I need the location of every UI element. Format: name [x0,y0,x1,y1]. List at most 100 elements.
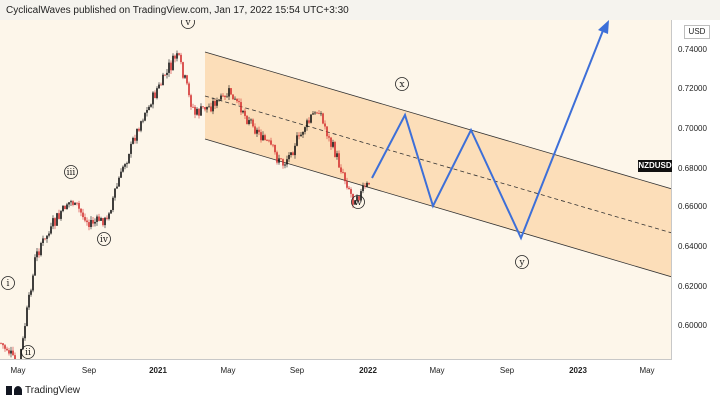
candles [0,50,370,359]
candle-body [126,163,128,165]
candle-body [176,53,178,59]
candle-body [210,106,212,112]
candle-body [54,218,56,226]
channel-fill [205,52,671,277]
symbol-price-label: NZDUSD [638,160,672,172]
wave-label-y: y [515,255,529,269]
wave-label-v: v [181,20,195,29]
price-tick: 0.70000 [678,124,707,133]
candle-body [76,202,78,204]
candle-body [78,203,80,209]
candle-body [364,185,366,187]
candle-body [152,92,154,105]
candle-body [180,54,182,63]
chart-area[interactable]: i ii iii iv v w [0,20,672,360]
price-chart[interactable]: i ii iii iv v w [0,20,672,360]
channel-upper-line [204,51,671,190]
candle-body [346,181,348,188]
candle-body [288,154,290,160]
candle-body [118,177,120,187]
candle-body [142,120,144,122]
candle-body [304,127,306,132]
currency-badge[interactable]: USD [684,25,710,39]
candle-body [74,202,76,205]
candle-body [360,191,362,201]
svg-text:iii: iii [67,168,76,178]
time-tick: Sep [499,366,515,375]
brand[interactable]: TradingView [6,385,80,396]
candle-body [132,137,134,144]
candle-body [64,205,66,210]
candle-body [46,235,48,239]
candle-body [98,216,100,221]
candle-body [320,113,322,115]
candle-body [266,140,268,141]
price-tick: 0.72000 [678,84,707,93]
candle-body [222,95,224,97]
price-tick: 0.66000 [678,202,707,211]
candle-body [112,197,114,211]
candle-body [224,96,226,98]
price-axis[interactable] [672,20,720,360]
publish-info: CyclicalWaves published on TradingView.c… [6,5,349,16]
candle-body [330,137,332,147]
candle-body [236,98,238,102]
tradingview-logo-icon [6,386,22,395]
candle-body [218,99,220,101]
candle-body [186,75,188,84]
candle-body [190,95,192,107]
svg-text:i: i [7,279,10,289]
wave-label-w: w [351,195,365,209]
candle-body [6,348,8,351]
candle-body [354,200,356,205]
candle-body [258,129,260,133]
candle-body [96,216,98,222]
candle-body [128,153,130,164]
candle-body [108,213,110,219]
candle-body [290,152,292,155]
candle-body [338,153,340,168]
candle-body [260,132,262,141]
candle-body [228,88,230,97]
candle-body [368,182,370,185]
wave-label-iii: iii [64,165,78,179]
candle-body [134,137,136,141]
candle-body [200,106,202,116]
candle-body [106,217,108,219]
candle-body [238,101,240,103]
channel [204,51,671,278]
candle-body [292,152,294,156]
candle-body [314,112,316,114]
wave-label-x: x [395,77,409,91]
candle-body [308,120,310,123]
candle-body [124,164,126,167]
candle-body [22,338,24,350]
candle-body [246,115,248,124]
time-tick: May [10,366,26,375]
svg-text:w: w [354,198,362,208]
candle-body [58,213,60,219]
candle-body [254,126,256,134]
candle-body [60,211,62,219]
candle-body [216,99,218,106]
candle-body [316,112,318,114]
candle-body [72,201,74,205]
candle-body [342,172,344,173]
projection-arrow-icon [598,20,609,34]
candle-body [88,222,90,227]
candle-body [276,152,278,163]
wave-label-iv: iv [97,232,111,246]
candle-body [322,113,324,124]
candle-body [68,202,70,205]
candle-body [230,88,232,95]
candle-body [212,101,214,112]
candle-body [2,343,4,346]
candle-body [182,62,184,78]
candle-body [104,217,106,226]
candle-body [324,123,326,127]
candle-body [306,120,308,128]
candle-body [30,290,32,295]
candle-body [116,186,118,189]
candle-body [42,238,44,243]
candle-body [38,251,40,256]
